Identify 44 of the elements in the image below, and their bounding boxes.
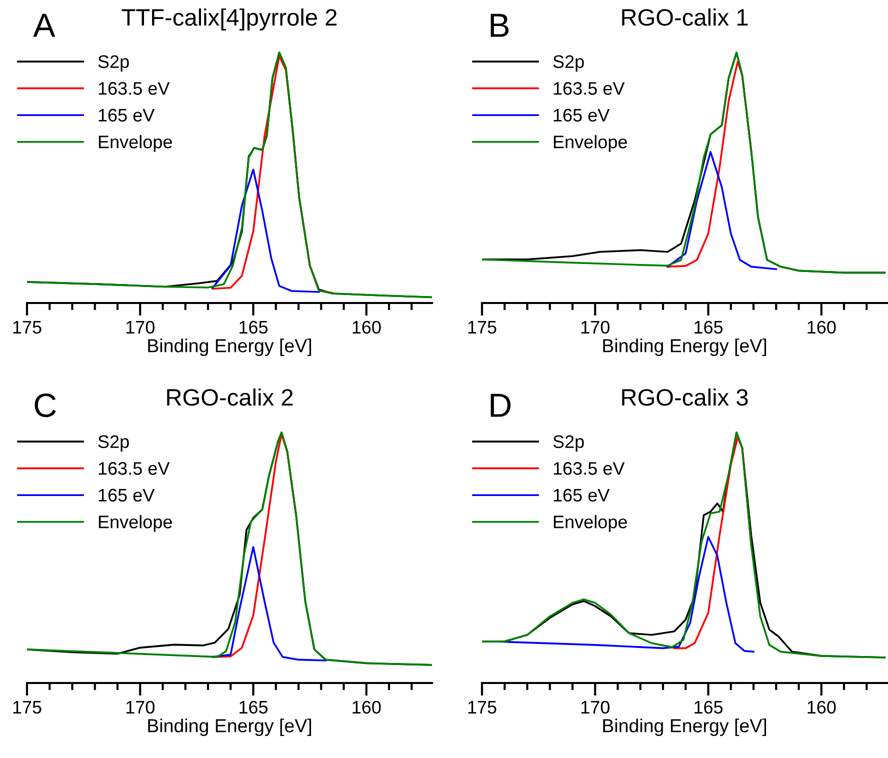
x-axis-title: Binding Energy [eV] [603,718,766,736]
x-tick-label: 175 [468,321,496,334]
x-tick-label: 170 [581,320,610,334]
legend-label: 165 eV [554,488,610,502]
x-tick-label: 165 [694,320,723,334]
x-tick-label: 160 [808,700,836,714]
legend-label: Envelope [554,515,627,532]
chart-title: RGO-calix 1 [622,8,748,26]
legend-label: 165 eV [98,108,155,122]
x-tick-label: 175 [13,321,42,334]
x-tick-label: 160 [352,320,381,334]
legend-label: S2p [98,435,129,452]
legend-label: 163.5 eV [98,462,170,475]
legend-label: S2p [98,55,129,72]
x-tick-label: 160 [808,320,836,334]
x-axis-title: Binding Energy [eV] [603,338,766,356]
x-tick-label: 165 [240,700,268,714]
x-axis-title: Binding Energy [eV] [148,718,312,736]
text: D [490,394,511,417]
x-tick-label: 175 [13,701,42,714]
text: A [33,14,56,37]
x-tick-label: 170 [126,320,154,334]
legend-label: 165 eV [554,108,610,122]
legend-label: 165 eV [98,488,155,502]
x-tick-label: 160 [352,700,381,714]
legend-label: 163.5 eV [554,82,625,95]
chart-title: RGO-calix 3 [622,388,748,406]
x-axis-title: Binding Energy [eV] [148,338,312,356]
legend-label: S2p [553,435,584,452]
text: B [490,14,509,37]
legend-label: 163.5 eV [554,462,625,475]
text: C [34,394,56,418]
legend-label: 163.5 eV [98,82,170,95]
x-tick-label: 175 [468,701,496,714]
chart-title: RGO-calix 2 [167,388,293,406]
chart-title: TTF-calix[4]pyrrole 2 [122,8,337,30]
legend-label: Envelope [98,135,172,152]
x-tick-label: 170 [126,700,154,714]
x-tick-label: 165 [694,700,723,714]
legend-label: Envelope [98,515,172,532]
x-tick-label: 170 [581,700,610,714]
x-tick-label: 165 [240,320,268,334]
legend-label: Envelope [554,135,627,152]
legend-label: S2p [553,55,584,72]
